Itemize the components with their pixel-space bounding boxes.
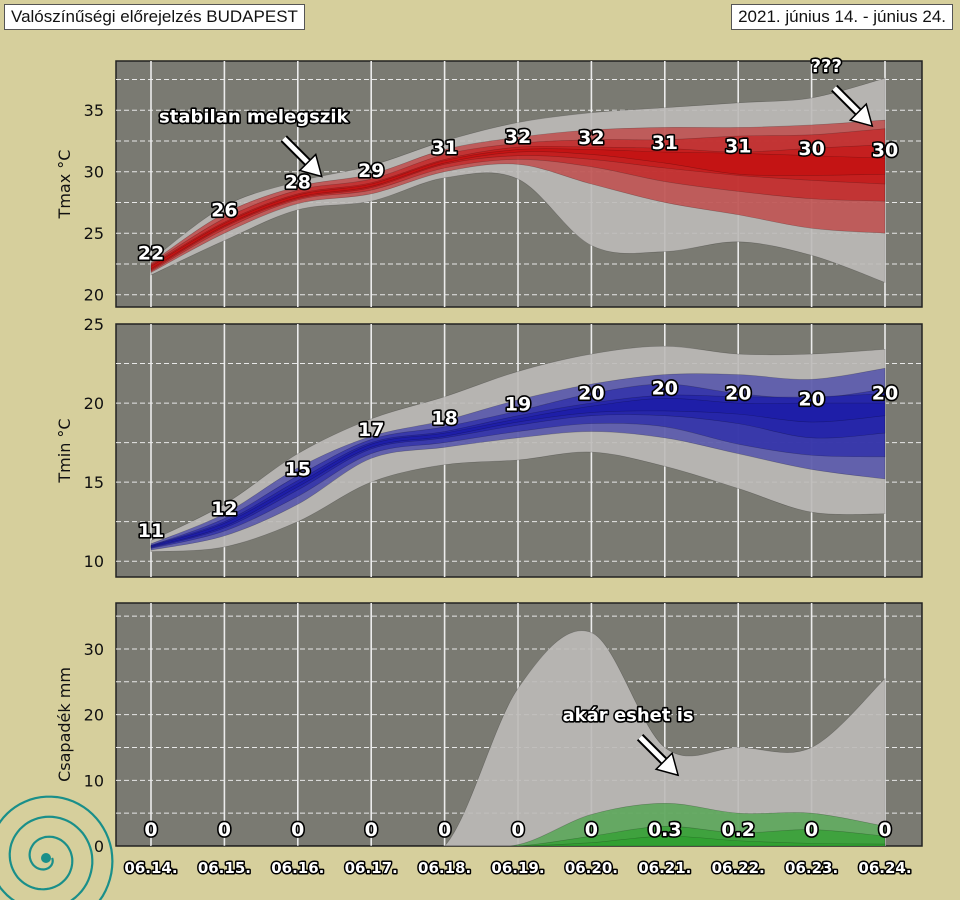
median-value-label: 20 [725, 382, 751, 404]
median-value-label: 31 [652, 132, 678, 154]
y-tick-label: 0 [94, 837, 104, 856]
probability-band [150, 383, 886, 549]
median-value-label: 11 [138, 520, 164, 542]
tmin-panel: 10 15 20 25 Tmin °C 11 12 15 17 18 19 20 20 20 20 20 [55, 315, 923, 578]
probability-band [151, 630, 886, 846]
median-value-label: 31 [431, 137, 457, 159]
probability-band [150, 398, 886, 548]
y-tick-label: 25 [84, 224, 104, 243]
median-value-label: 0 [805, 819, 818, 841]
median-value-label: 0 [365, 819, 378, 841]
median-value-label: 20 [652, 378, 678, 400]
x-tick-label: 06.19. [491, 859, 544, 877]
median-value-label: 18 [431, 408, 457, 430]
arrow-icon [636, 734, 680, 777]
y-tick-label: 20 [84, 286, 104, 305]
arrow-icon [280, 135, 323, 178]
precip-panel: 0 10 20 30 Csapadék mm 0 0 0 0 0 0 0 0.3 0.2 0 0 akár es… [55, 602, 923, 856]
median-value-label: 20 [872, 382, 898, 404]
median-value-label: 19 [505, 393, 531, 415]
median-value-label: 30 [798, 138, 824, 160]
median-value-label: 0 [218, 819, 231, 841]
median-value-label: 0 [878, 819, 891, 841]
median-value-label: 26 [211, 200, 237, 222]
median-value-label: 0 [511, 819, 524, 841]
annotation-text: ??? [811, 56, 842, 77]
median-value-label: 17 [358, 419, 384, 441]
x-tick-label: 06.24. [858, 859, 911, 877]
y-tick-label: 10 [84, 552, 104, 571]
y-tick-label: 35 [84, 101, 104, 120]
median-value-label: 0 [144, 819, 157, 841]
median-value-label: 15 [285, 458, 311, 480]
y-tick-label: 30 [84, 163, 104, 182]
chart-title: Valószínűségi előrejelzés BUDAPEST [4, 4, 305, 30]
median-value-label: 0 [438, 819, 451, 841]
median-value-label: 0.3 [648, 819, 682, 841]
logo-icon [0, 795, 114, 900]
date-range-label: 2021. június 14. - június 24. [731, 4, 953, 30]
annotation-text: stabilan melegszik [159, 107, 350, 128]
median-value-label: 29 [358, 160, 384, 182]
median-value-label: 20 [578, 382, 604, 404]
median-value-label: 30 [872, 139, 898, 161]
arrow-icon [831, 84, 874, 128]
y-tick-label: 30 [84, 640, 104, 659]
median-value-label: 0 [291, 819, 304, 841]
precip-bands [151, 630, 886, 846]
probability-band [150, 148, 886, 270]
tmax-panel: 20 25 30 35 Tmax °C 22 26 28 29 31 32 32 31 31 30 30 sta… [55, 54, 923, 308]
x-tick-label: 06.18. [418, 859, 471, 877]
annotation-text: akár eshet is [563, 705, 694, 726]
median-value-label: 32 [578, 127, 604, 149]
probability-band [151, 835, 886, 846]
y-tick-label: 25 [84, 315, 104, 334]
x-tick-label: 06.21. [638, 859, 691, 877]
median-value-label: 31 [725, 136, 751, 158]
x-tick-label: 06.14. [124, 859, 177, 877]
median-value-label: 0.2 [721, 819, 755, 841]
median-value-label: 12 [211, 498, 237, 520]
x-tick-label: 06.23. [785, 859, 838, 877]
median-value-label: 32 [505, 126, 531, 148]
tmin-bands [150, 345, 886, 553]
y-axis-label: Csapadék mm [55, 667, 74, 782]
median-value-label: 0 [585, 819, 598, 841]
median-value-label: 28 [285, 171, 311, 193]
x-tick-label: 06.15. [198, 859, 251, 877]
y-tick-label: 20 [84, 394, 104, 413]
tmax-bands [150, 77, 886, 283]
median-value-label: 20 [798, 389, 824, 411]
y-axis-label: Tmin °C [55, 418, 74, 483]
x-tick-label: 06.16. [271, 859, 324, 877]
x-tick-label: 06.20. [565, 859, 618, 877]
median-value-label: 22 [138, 243, 164, 265]
y-tick-label: 20 [84, 706, 104, 725]
x-tick-label: 06.22. [712, 859, 765, 877]
y-axis-label: Tmax °C [55, 150, 74, 220]
y-tick-label: 10 [84, 771, 104, 790]
y-tick-label: 15 [84, 473, 104, 492]
x-tick-label: 06.17. [345, 859, 398, 877]
